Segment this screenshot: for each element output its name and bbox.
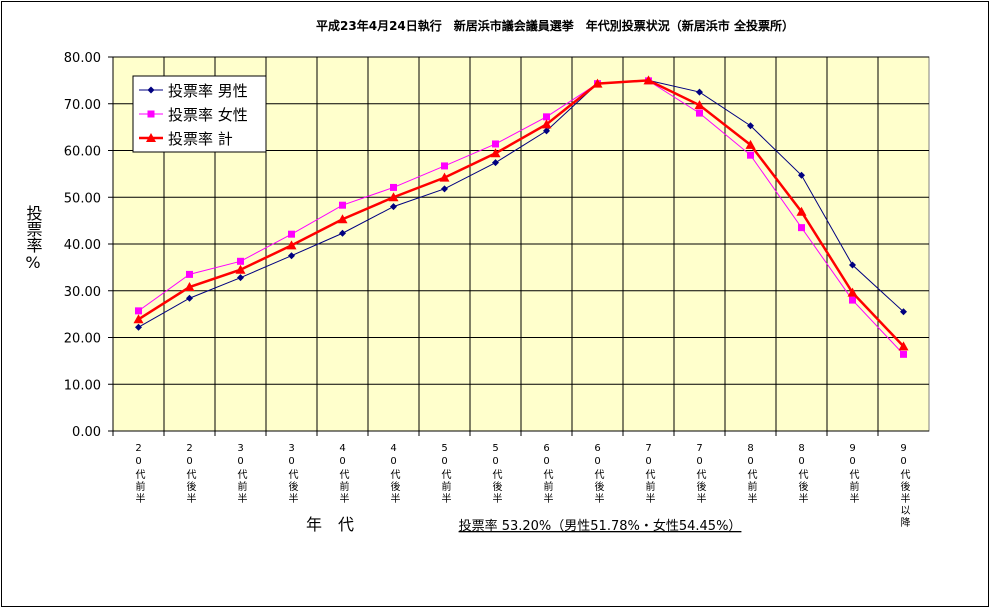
data-point (184, 282, 195, 292)
data-point (643, 75, 654, 85)
y-tick-label: 20.00 (64, 332, 101, 347)
data-point (135, 307, 142, 315)
data-point (543, 127, 550, 135)
y-axis-label: 投票率% (24, 205, 43, 272)
x-tick-label: 30代後半 (286, 443, 298, 505)
series-line (138, 80, 904, 355)
data-point (592, 78, 603, 88)
data-point (849, 296, 856, 304)
data-point (847, 287, 858, 297)
x-tick-label: 30代前半 (235, 443, 247, 505)
data-point (900, 308, 907, 316)
data-point (492, 159, 499, 167)
y-tick-label: 80.00 (64, 51, 101, 66)
data-point (745, 139, 756, 149)
x-tick-label: 70代前半 (643, 443, 655, 505)
x-tick-label: 40代前半 (337, 443, 349, 505)
legend-marker (147, 110, 155, 118)
data-point (492, 140, 499, 148)
data-point (798, 224, 805, 232)
data-point (237, 274, 244, 282)
legend-label: 投票率 女性 (168, 106, 248, 124)
x-tick-label: 60代後半 (592, 443, 604, 505)
data-point (186, 270, 193, 278)
data-point (747, 151, 754, 159)
data-point (135, 323, 142, 331)
data-point (133, 314, 144, 324)
legend-marker (147, 86, 155, 94)
data-point (796, 206, 807, 216)
data-point (288, 252, 295, 260)
data-point (235, 264, 246, 274)
x-axis-label: 年 代 (306, 515, 354, 534)
data-point (490, 148, 501, 158)
data-point (288, 230, 295, 238)
x-tick-label: 70代後半 (694, 443, 706, 505)
x-tick-label: 90代後半以降 (898, 443, 910, 529)
data-point (441, 185, 448, 193)
legend-label: 投票率 計 (168, 130, 233, 148)
data-point (543, 113, 550, 121)
data-point (696, 88, 703, 96)
data-point (286, 240, 297, 250)
x-tick-label: 80代後半 (796, 443, 808, 505)
y-tick-label: 70.00 (64, 98, 101, 113)
legend-marker (146, 133, 156, 142)
x-tick-label: 50代前半 (439, 443, 451, 505)
data-point (849, 261, 856, 269)
data-point (900, 350, 907, 358)
x-tick-label: 50代後半 (490, 443, 502, 505)
x-tick-label: 80代前半 (745, 443, 757, 505)
data-point (798, 171, 805, 179)
annotation: 投票率 53.20%（男性51.78%・女性54.45%） (459, 518, 742, 534)
y-tick-label: 0.00 (72, 425, 101, 440)
data-point (339, 229, 346, 237)
data-point (337, 214, 348, 224)
y-tick-label: 50.00 (64, 191, 101, 206)
series-line (138, 79, 904, 328)
data-point (388, 192, 399, 202)
data-point (237, 257, 244, 265)
data-point (390, 203, 397, 211)
x-tick-label: 20代前半 (133, 443, 145, 505)
data-point (694, 100, 705, 110)
data-point (541, 119, 552, 129)
data-point (390, 183, 397, 191)
data-point (186, 294, 193, 302)
data-point (441, 162, 448, 170)
y-tick-label: 40.00 (64, 238, 101, 253)
y-tick-label: 60.00 (64, 145, 101, 160)
data-point (898, 341, 909, 351)
y-tick-label: 10.00 (64, 378, 101, 393)
series-line (137, 79, 905, 348)
x-tick-label: 60代前半 (541, 443, 553, 505)
x-tick-label: 40代後半 (388, 443, 400, 505)
data-point (747, 122, 754, 130)
chart-title: 平成23年4月24日執行 新居浜市議会議員選挙 年代別投票状況（新居浜市 全投票… (316, 18, 794, 33)
x-tick-label: 20代後半 (184, 443, 196, 505)
data-point (439, 172, 450, 182)
data-point (696, 109, 703, 117)
legend-label: 投票率 男性 (168, 82, 248, 100)
x-tick-label: 90代前半 (847, 443, 859, 505)
y-tick-label: 30.00 (64, 285, 101, 300)
data-point (339, 201, 346, 209)
